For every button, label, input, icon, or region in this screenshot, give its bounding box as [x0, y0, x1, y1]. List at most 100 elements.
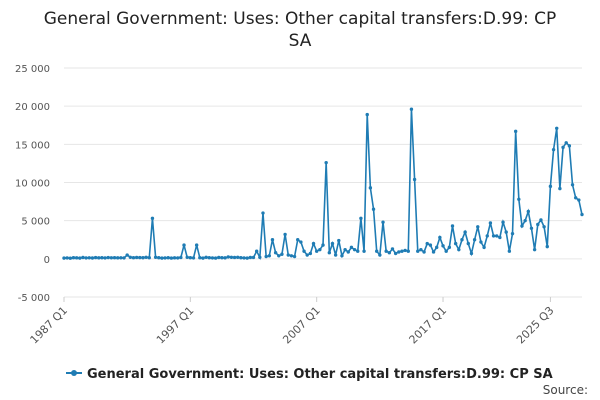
data-point[interactable]: [90, 256, 95, 260]
data-point[interactable]: [441, 244, 445, 248]
data-point[interactable]: [147, 255, 151, 260]
data-point[interactable]: [321, 243, 325, 247]
data-point[interactable]: [343, 247, 347, 252]
data-point[interactable]: [416, 249, 420, 253]
data-point[interactable]: [567, 144, 572, 148]
data-point[interactable]: [236, 255, 240, 260]
data-point[interactable]: [457, 247, 461, 252]
data-point[interactable]: [122, 256, 126, 260]
data-point[interactable]: [245, 256, 249, 260]
data-point[interactable]: [466, 241, 470, 246]
data-point[interactable]: [179, 255, 183, 260]
data-point[interactable]: [438, 235, 442, 240]
data-point[interactable]: [232, 255, 237, 260]
data-point[interactable]: [289, 254, 294, 258]
data-point[interactable]: [558, 186, 562, 191]
data-point[interactable]: [491, 234, 496, 238]
data-point[interactable]: [472, 238, 477, 242]
data-point[interactable]: [204, 255, 208, 260]
data-point[interactable]: [384, 249, 388, 253]
data-point[interactable]: [258, 255, 262, 260]
data-point[interactable]: [517, 197, 521, 201]
data-point[interactable]: [555, 126, 559, 131]
data-point[interactable]: [529, 226, 534, 230]
data-point[interactable]: [374, 249, 379, 253]
data-point[interactable]: [106, 255, 110, 260]
data-point[interactable]: [390, 247, 395, 251]
data-point[interactable]: [393, 251, 398, 256]
data-point[interactable]: [144, 255, 148, 260]
data-point[interactable]: [226, 255, 230, 259]
data-point[interactable]: [150, 216, 155, 221]
data-point[interactable]: [131, 255, 136, 260]
data-point[interactable]: [359, 216, 363, 221]
data-point[interactable]: [333, 253, 338, 257]
data-point[interactable]: [248, 255, 253, 260]
data-point[interactable]: [286, 253, 290, 257]
data-point[interactable]: [381, 220, 385, 224]
data-point[interactable]: [346, 250, 350, 254]
data-point[interactable]: [65, 256, 69, 260]
data-point[interactable]: [479, 240, 483, 244]
data-point[interactable]: [213, 256, 218, 260]
data-point[interactable]: [163, 256, 167, 260]
data-point[interactable]: [84, 256, 88, 260]
data-point[interactable]: [138, 255, 142, 260]
data-point[interactable]: [397, 250, 401, 254]
data-point[interactable]: [450, 224, 455, 228]
data-point[interactable]: [513, 129, 518, 134]
data-point[interactable]: [305, 253, 309, 257]
data-point[interactable]: [564, 141, 568, 145]
data-point[interactable]: [368, 186, 373, 190]
data-point[interactable]: [532, 247, 537, 252]
data-point[interactable]: [469, 251, 474, 256]
data-point[interactable]: [254, 249, 259, 253]
data-point[interactable]: [153, 255, 158, 260]
data-point[interactable]: [356, 249, 360, 253]
data-point[interactable]: [318, 247, 322, 252]
data-point[interactable]: [68, 256, 73, 260]
data-point[interactable]: [507, 249, 512, 253]
data-point[interactable]: [308, 251, 313, 256]
data-point[interactable]: [302, 249, 306, 253]
data-point[interactable]: [412, 177, 417, 182]
data-point[interactable]: [498, 235, 502, 240]
data-point[interactable]: [125, 253, 129, 257]
data-point[interactable]: [176, 256, 180, 260]
data-point[interactable]: [580, 212, 584, 217]
data-point[interactable]: [460, 238, 464, 242]
data-point[interactable]: [267, 254, 272, 258]
data-point[interactable]: [71, 255, 76, 260]
data-point[interactable]: [128, 255, 133, 260]
data-point[interactable]: [270, 238, 275, 242]
data-point[interactable]: [87, 256, 91, 260]
data-point[interactable]: [239, 255, 243, 260]
data-point[interactable]: [406, 249, 410, 253]
data-point[interactable]: [536, 222, 540, 227]
data-point[interactable]: [194, 243, 199, 247]
data-point[interactable]: [435, 245, 439, 250]
data-point[interactable]: [210, 256, 215, 260]
data-point[interactable]: [191, 256, 196, 260]
data-point[interactable]: [141, 255, 145, 260]
data-point[interactable]: [551, 147, 556, 152]
data-point[interactable]: [311, 241, 316, 246]
source-label[interactable]: Source:: [543, 383, 588, 397]
data-point[interactable]: [112, 255, 117, 260]
data-point[interactable]: [97, 256, 101, 260]
data-point[interactable]: [422, 250, 426, 254]
data-point[interactable]: [188, 255, 193, 260]
data-point[interactable]: [166, 255, 170, 260]
data-point[interactable]: [292, 254, 297, 259]
data-point[interactable]: [229, 255, 234, 260]
data-point[interactable]: [526, 209, 531, 214]
data-point[interactable]: [109, 256, 114, 260]
data-point[interactable]: [570, 183, 575, 187]
data-point[interactable]: [273, 251, 278, 255]
data-point[interactable]: [495, 234, 499, 238]
data-point[interactable]: [220, 255, 224, 260]
data-point[interactable]: [207, 255, 211, 260]
data-point[interactable]: [242, 256, 246, 260]
data-point[interactable]: [542, 225, 546, 229]
data-point[interactable]: [463, 230, 467, 234]
